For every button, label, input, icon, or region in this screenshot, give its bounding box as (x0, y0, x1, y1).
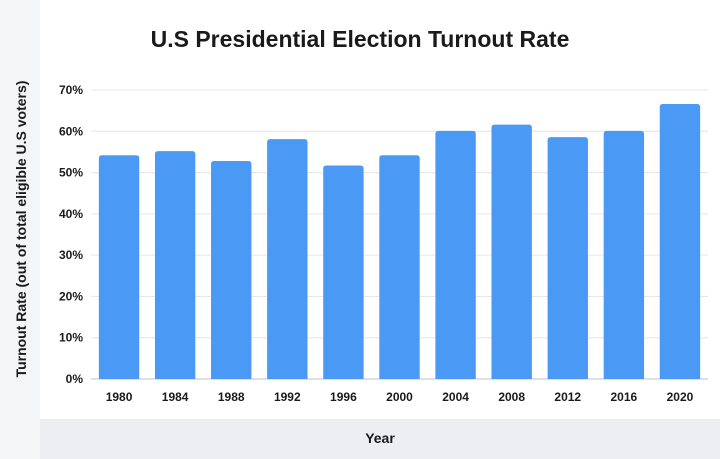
x-tick-label: 2004 (442, 390, 469, 404)
chart-title: U.S Presidential Election Turnout Rate (150, 26, 570, 52)
y-tick-label: 20% (59, 289, 83, 303)
bar-2020 (659, 104, 701, 379)
bar-2008 (491, 124, 532, 380)
y-tick-label: 30% (59, 248, 83, 262)
y-tick-label: 10% (59, 331, 83, 345)
bar-1996 (323, 165, 364, 379)
x-tick-label: 1984 (162, 390, 189, 404)
x-axis-label: Year (365, 430, 395, 446)
x-tick-label: 1992 (274, 390, 301, 404)
y-tick-label: 60% (59, 124, 83, 138)
x-axis-band (40, 419, 720, 459)
x-tick-label: 2008 (498, 390, 525, 404)
bar-2000 (379, 155, 420, 379)
bar-1980 (98, 155, 140, 379)
bar-2012 (547, 137, 588, 379)
bar-2004 (435, 130, 476, 379)
bar-1988 (211, 161, 252, 379)
x-tick-label: 2020 (667, 390, 694, 404)
x-tick-label: 2016 (611, 390, 638, 404)
y-tick-label: 50% (59, 166, 83, 180)
bar-1992 (267, 139, 308, 379)
bar-2016 (603, 130, 645, 379)
x-tick-label: 1980 (106, 390, 133, 404)
x-tick-label: 1988 (218, 390, 245, 404)
x-tick-label: 2000 (386, 390, 413, 404)
left-margin-band (0, 0, 40, 459)
y-tick-label: 0% (66, 372, 84, 386)
y-tick-label: 40% (59, 207, 83, 221)
x-tick-label: 2012 (554, 390, 581, 404)
y-tick-label: 70% (59, 83, 83, 97)
x-tick-label: 1996 (330, 390, 357, 404)
bar-1984 (154, 151, 196, 379)
